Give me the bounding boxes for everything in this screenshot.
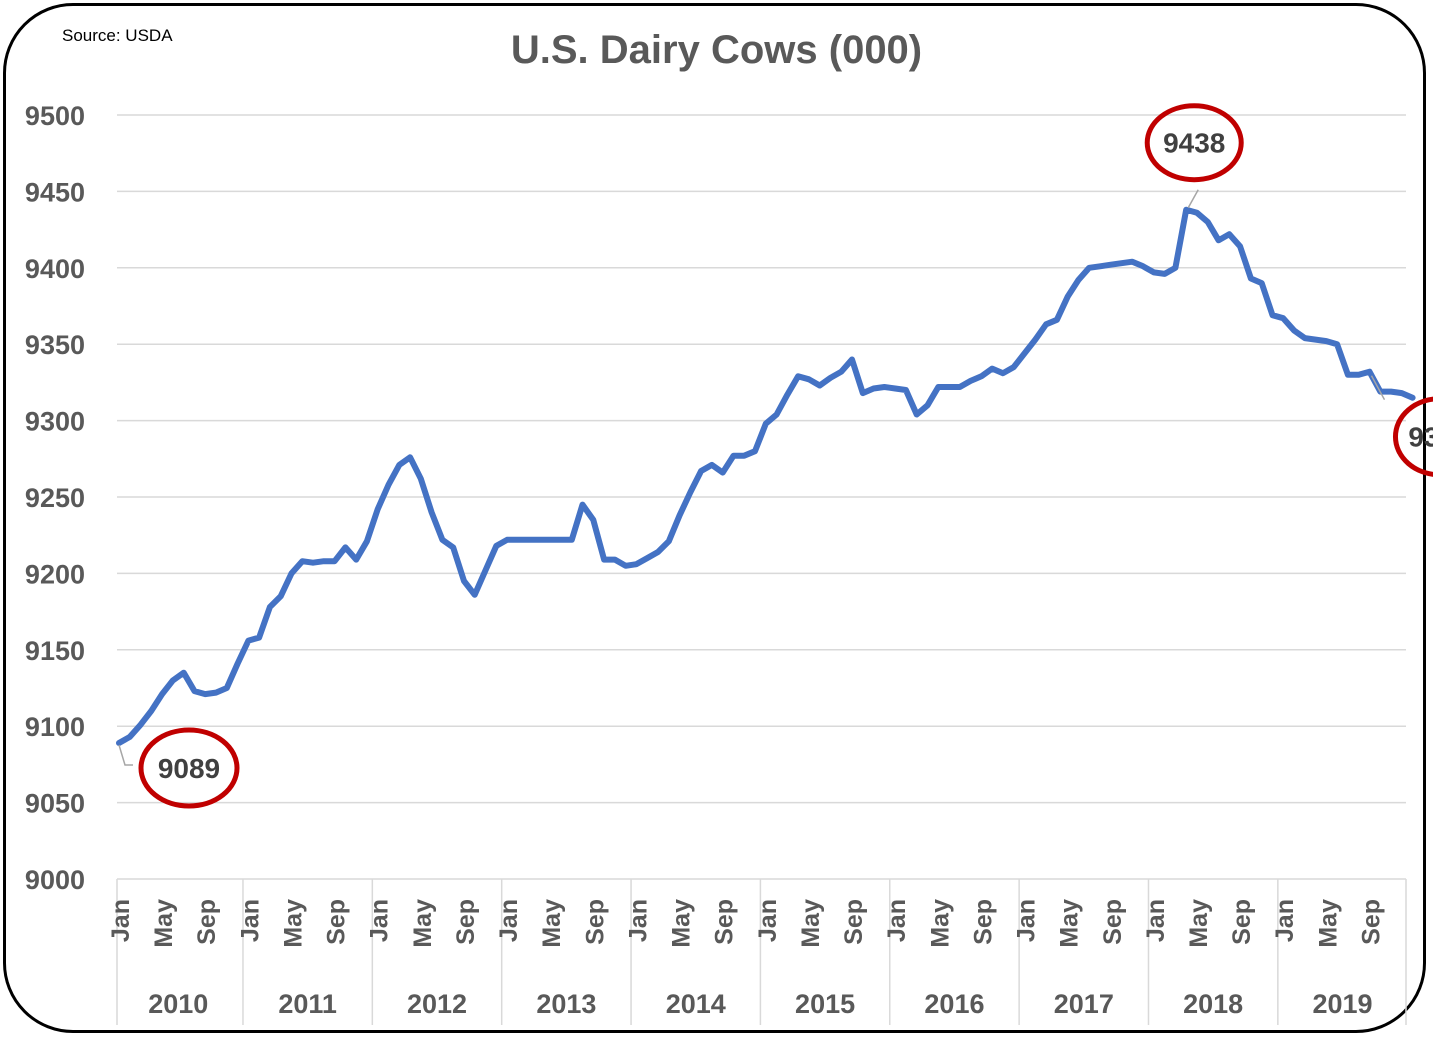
- x-month-label: May: [279, 899, 307, 948]
- x-month-label: May: [538, 899, 566, 948]
- gridlines: [117, 114, 1406, 804]
- x-month-label: May: [150, 899, 178, 948]
- x-year-label: 2014: [666, 989, 726, 1019]
- y-tick-label: 9150: [25, 636, 85, 666]
- y-tick-label: 9100: [25, 712, 85, 742]
- x-month-label: May: [1314, 899, 1342, 948]
- x-year-label: 2011: [278, 989, 337, 1019]
- x-month-label: Sep: [1228, 899, 1256, 945]
- x-month-label: Sep: [452, 899, 480, 945]
- source-label: Source: USDA: [62, 26, 173, 45]
- x-year-label: 2019: [1312, 989, 1372, 1019]
- y-tick-label: 9250: [25, 483, 85, 513]
- x-year-label: 2013: [536, 989, 596, 1019]
- x-month-label: Jan: [107, 899, 135, 942]
- x-month-label: Jan: [754, 899, 782, 942]
- highlight-circle: [138, 727, 240, 809]
- x-month-label: Sep: [711, 899, 739, 945]
- x-month-label: May: [668, 899, 696, 948]
- leader-line: [118, 744, 133, 766]
- x-month-label: Jan: [1142, 899, 1170, 942]
- x-month-label: May: [409, 899, 437, 948]
- chart-frame: [3, 3, 1426, 1033]
- y-tick-label: 9050: [25, 789, 85, 819]
- leader-line: [1187, 189, 1199, 209]
- highlight-circle: [1144, 103, 1244, 183]
- x-year-label: 2017: [1054, 989, 1114, 1019]
- x-month-label: Sep: [969, 899, 997, 945]
- series-line: [116, 206, 1416, 746]
- y-tick-label: 9350: [25, 330, 85, 360]
- annotation-label: 9089: [158, 753, 220, 784]
- y-tick-label: 9400: [25, 254, 85, 284]
- x-month-label: Jan: [624, 899, 652, 942]
- x-month-label: Sep: [1357, 899, 1385, 945]
- x-month-label: Sep: [581, 899, 609, 945]
- x-month-label: May: [1056, 899, 1084, 948]
- chart-title: U.S. Dairy Cows (000): [510, 28, 923, 72]
- x-axis: Jan May Sep 2010 Jan May Sep 2011 Jan May Sep 2012 J…: [107, 878, 1407, 1025]
- x-month-label: May: [926, 899, 954, 948]
- x-year-label: 2010: [148, 989, 208, 1019]
- x-year-label: 2012: [407, 989, 467, 1019]
- x-month-label: Sep: [840, 899, 868, 945]
- dairy-cows-line: [116, 206, 1416, 746]
- x-month-label: Jan: [1013, 899, 1041, 942]
- x-month-label: Jan: [883, 899, 911, 942]
- x-month-label: May: [797, 899, 825, 948]
- y-axis-ticks: 9000 9050 9100 9150 9200 9250 9300 9350 9400 9450…: [25, 101, 85, 895]
- x-year-label: 2016: [924, 989, 984, 1019]
- leader-line: [1370, 375, 1386, 401]
- x-month-label: Jan: [236, 899, 264, 942]
- x-month-label: Jan: [1271, 899, 1299, 942]
- y-tick-label: 9300: [25, 407, 85, 437]
- y-tick-label: 9200: [25, 559, 85, 589]
- x-month-label: Sep: [323, 899, 351, 945]
- x-month-label: Jan: [366, 899, 394, 942]
- annotation-label: 9438: [1163, 128, 1225, 159]
- x-year-label: 2015: [795, 989, 855, 1019]
- y-tick-label: 9000: [25, 865, 85, 895]
- annotation-label: 9315: [1408, 422, 1433, 453]
- x-year-label: 2018: [1183, 989, 1243, 1019]
- x-month-label: Jan: [495, 899, 523, 942]
- x-month-label: May: [1185, 899, 1213, 948]
- y-tick-label: 9450: [25, 177, 85, 207]
- highlight-circle: [1392, 396, 1433, 477]
- x-month-label: Sep: [193, 899, 221, 945]
- y-tick-label: 9500: [25, 101, 85, 131]
- annotations: 9089 9438 9315: [118, 103, 1433, 809]
- x-month-label: Sep: [1099, 899, 1127, 945]
